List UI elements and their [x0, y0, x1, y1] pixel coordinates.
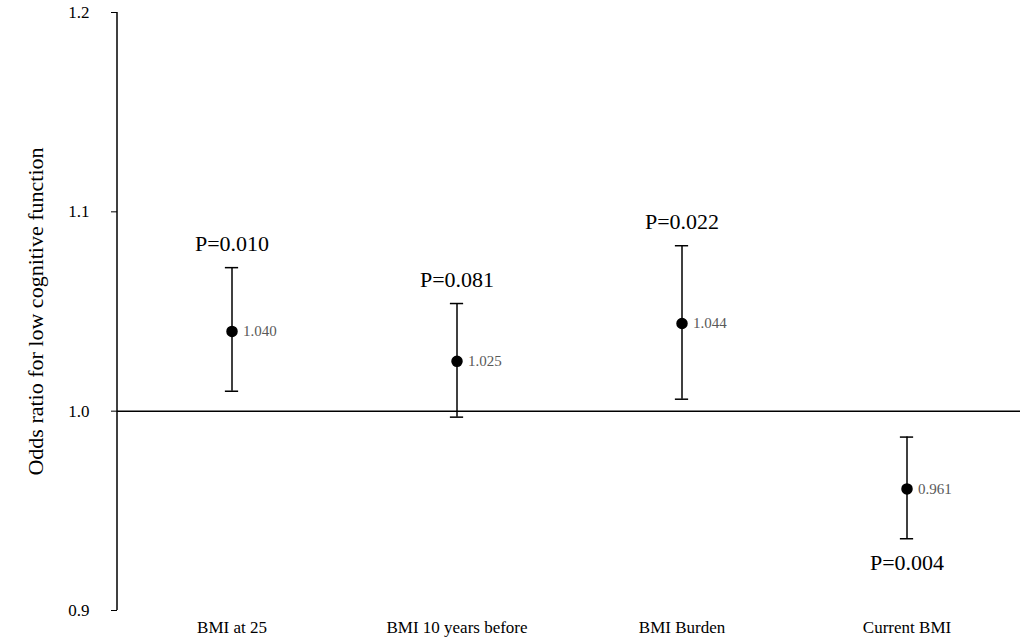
svg-text:1.2: 1.2 — [68, 3, 89, 22]
svg-text:BMI at 25: BMI at 25 — [197, 618, 267, 637]
svg-text:1.040: 1.040 — [243, 323, 277, 339]
svg-text:P=0.010: P=0.010 — [195, 231, 269, 256]
svg-text:BMI Burden: BMI Burden — [639, 618, 726, 637]
svg-text:P=0.004: P=0.004 — [870, 550, 944, 575]
svg-text:1.025: 1.025 — [468, 353, 502, 369]
svg-text:0.9: 0.9 — [68, 601, 89, 620]
svg-text:1.1: 1.1 — [68, 202, 89, 221]
svg-text:0.961: 0.961 — [918, 481, 952, 497]
svg-text:1.044: 1.044 — [693, 315, 727, 331]
svg-text:P=0.022: P=0.022 — [645, 209, 719, 234]
svg-text:1.0: 1.0 — [68, 402, 89, 421]
svg-text:P=0.081: P=0.081 — [420, 267, 494, 292]
svg-text:BMI 10 years before: BMI 10 years before — [386, 618, 527, 637]
svg-text:Odds ratio for low cognitive f: Odds ratio for low cognitive function — [23, 147, 48, 475]
svg-text:Current BMI: Current BMI — [863, 618, 952, 637]
